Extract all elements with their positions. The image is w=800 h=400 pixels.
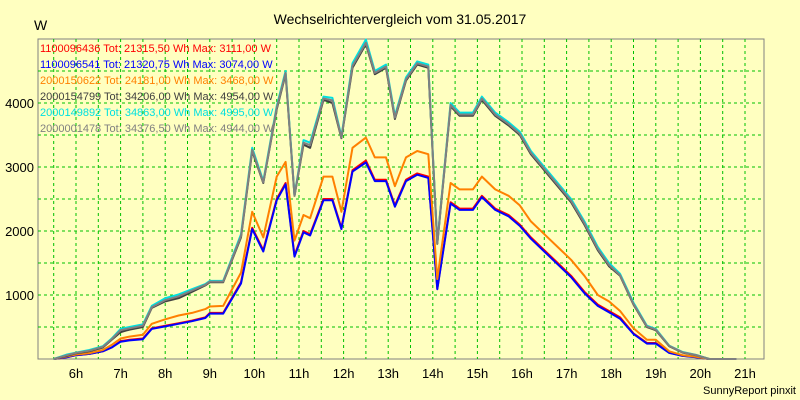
x-tick-label: 13h bbox=[377, 366, 399, 381]
legend-entry-2000001478: 2000001478 Tot: 34376,50 Wh Max: 4944,00… bbox=[40, 123, 274, 135]
grid-lines bbox=[38, 39, 764, 359]
credit-label: SunnyReport pinxit bbox=[703, 385, 796, 397]
legend-entry-2000154799: 2000154799 Tot: 34206,00 Wh Max: 4954,00… bbox=[40, 91, 274, 103]
x-tick-label: 14h bbox=[422, 366, 444, 381]
x-tick-label: 17h bbox=[556, 366, 578, 381]
y-tick-label: 4000 bbox=[5, 96, 34, 111]
x-tick-label: 20h bbox=[690, 366, 712, 381]
legend-entry-1100096436: 1100096436 Tot: 21315,50 Wh Max: 3111,00… bbox=[40, 43, 272, 55]
x-tick-label: 15h bbox=[467, 366, 489, 381]
x-tick-label: 18h bbox=[600, 366, 622, 381]
x-tick-label: 16h bbox=[511, 366, 533, 381]
x-tick-label: 6h bbox=[69, 366, 83, 381]
x-tick-label: 19h bbox=[645, 366, 667, 381]
series-lines bbox=[53, 38, 737, 360]
x-tick-label: 7h bbox=[113, 366, 127, 381]
x-tick-label: 11h bbox=[289, 366, 310, 381]
x-tick-label: 21h bbox=[734, 366, 756, 381]
x-tick-label: 10h bbox=[244, 366, 266, 381]
x-tick-label: 8h bbox=[158, 366, 172, 381]
y-axis-unit-label: W bbox=[34, 17, 48, 33]
series-line-1100096541 bbox=[53, 161, 737, 360]
legend: 1100096436 Tot: 21315,50 Wh Max: 3111,00… bbox=[40, 43, 274, 135]
y-tick-label: 1000 bbox=[5, 288, 34, 303]
series-line-2000150622 bbox=[53, 136, 737, 360]
legend-entry-1100096541: 1100096541 Tot: 21320,75 Wh Max: 3074,00… bbox=[40, 59, 273, 71]
axis-ticks: 1000 2000 3000 4000 6h 7h 8h 9h 10h 11h 12h 13h 14h 1… bbox=[5, 96, 756, 381]
x-tick-label: 9h bbox=[203, 366, 217, 381]
chart-title: Wechselrichtervergleich vom 31.05.2017 bbox=[274, 11, 527, 27]
y-tick-label: 3000 bbox=[5, 160, 34, 175]
legend-entry-2000149892: 2000149892 Tot: 34863,00 Wh Max: 4995,00… bbox=[40, 107, 274, 119]
y-tick-label: 2000 bbox=[5, 224, 34, 239]
legend-entry-2000150622: 2000150622 Tot: 24181,00 Wh Max: 3468,00… bbox=[40, 75, 274, 87]
series-line-2000149892 bbox=[53, 38, 737, 360]
x-tick-label: 12h bbox=[333, 366, 355, 381]
series-line-2000001478 bbox=[53, 41, 737, 360]
